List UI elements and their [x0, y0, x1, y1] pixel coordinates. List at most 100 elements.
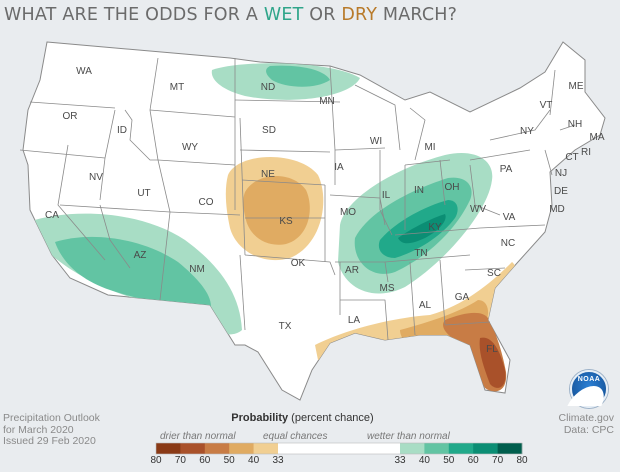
legend-title-rest: (percent chance)	[288, 412, 374, 424]
legend-swatch	[278, 443, 303, 454]
state-label-RI: RI	[581, 147, 591, 158]
state-label-MI: MI	[424, 142, 435, 153]
outlook-info: Precipitation Outlook for March 2020 Iss…	[3, 412, 100, 448]
noaa-logo-text: NOAA	[577, 376, 601, 383]
legend-swatch	[473, 443, 498, 454]
source-credit-line2: Data: CPC	[563, 423, 614, 436]
legend-swatch	[424, 443, 450, 454]
legend-swatch	[375, 443, 401, 454]
legend-swatch	[229, 443, 254, 454]
legend-swatch	[180, 443, 206, 454]
state-label-TX: TX	[279, 321, 292, 332]
state-label-OH: OH	[445, 182, 460, 193]
state-label-OR: OR	[63, 111, 78, 122]
legend-swatch	[204, 443, 230, 454]
us-precipitation-map: WA OR CA NV ID MT WY UT AZ CO NM ND SD N…	[19, 41, 606, 401]
state-label-WV: WV	[470, 204, 486, 215]
map-title: WHAT ARE THE ODDS FOR A WET OR DRY MARCH…	[4, 5, 457, 25]
legend-tick-label: 33	[394, 455, 406, 466]
state-label-NC: NC	[501, 238, 515, 249]
state-label-PA: PA	[500, 164, 513, 175]
title-dry-word: DRY	[341, 5, 378, 25]
legend-tick-label: 70	[174, 455, 186, 466]
state-label-MN: MN	[319, 96, 335, 107]
state-label-ND: ND	[261, 82, 275, 93]
state-label-KY: KY	[428, 222, 442, 233]
legend-swatch	[448, 443, 474, 454]
outlook-info-line3: Issued 29 Feb 2020	[3, 435, 96, 447]
source-credit-line1: Climate.gov	[558, 412, 614, 424]
legend-tick-label: 50	[443, 455, 455, 466]
legend-tick-label: 50	[223, 455, 235, 466]
state-label-NV: NV	[89, 172, 103, 183]
title-prefix: WHAT ARE THE ODDS FOR A	[4, 5, 264, 25]
legend-tick-label: 70	[492, 455, 504, 466]
legend-title: Probability (percent chance)	[130, 412, 475, 424]
state-label-TN: TN	[414, 248, 427, 259]
legend-equal-label: equal chances	[263, 431, 328, 442]
noaa-logo: NOAA	[567, 370, 611, 408]
state-label-DE: DE	[554, 186, 568, 197]
title-suffix: MARCH?	[377, 5, 458, 25]
state-label-MS: MS	[380, 283, 395, 294]
legend-tick-label: 33	[272, 455, 284, 466]
state-label-CO: CO	[199, 197, 214, 208]
legend-tick-label: 80	[150, 455, 162, 466]
state-label-IL: IL	[382, 190, 391, 201]
state-label-MD: MD	[549, 204, 565, 215]
state-label-VT: VT	[540, 100, 553, 111]
state-label-ID: ID	[117, 125, 127, 136]
state-borders	[19, 57, 576, 341]
legend-swatch	[156, 443, 181, 454]
state-label-AZ: AZ	[134, 250, 147, 261]
state-label-FL: FL	[486, 344, 498, 355]
state-label-NY: NY	[520, 126, 534, 137]
state-label-IN: IN	[414, 185, 424, 196]
state-label-OK: OK	[291, 258, 306, 269]
state-label-WI: WI	[370, 136, 382, 147]
dry-region-central-plains	[225, 156, 324, 261]
state-label-NM: NM	[189, 264, 205, 275]
state-label-NH: NH	[568, 119, 582, 130]
state-label-SD: SD	[262, 125, 276, 136]
legend-swatch	[497, 443, 523, 454]
outlook-info-line1: Precipitation Outlook	[3, 412, 100, 424]
legend-tick-label: 80	[516, 455, 528, 466]
legend-tick-label: 40	[248, 455, 260, 466]
source-credit: Climate.gov Data: CPC	[558, 412, 614, 436]
state-label-MO: MO	[340, 207, 356, 218]
state-label-SC: SC	[487, 268, 501, 279]
state-labels: WA OR CA NV ID MT WY UT AZ CO NM ND SD N…	[45, 66, 605, 355]
state-label-VA: VA	[503, 212, 516, 223]
state-label-ME: ME	[569, 81, 584, 92]
legend-swatch	[302, 443, 328, 454]
state-label-WY: WY	[182, 142, 198, 153]
state-label-NJ: NJ	[555, 168, 567, 179]
state-label-LA: LA	[348, 315, 361, 326]
state-label-IA: IA	[334, 162, 344, 173]
state-label-AR: AR	[345, 265, 359, 276]
legend-tick-label: 40	[418, 455, 430, 466]
legend-ticks: 80 70 60 50 40 33 33 40 50 60 70 80	[0, 455, 620, 469]
state-label-CA: CA	[45, 210, 59, 221]
state-label-UT: UT	[137, 188, 150, 199]
legend-swatch	[351, 443, 376, 454]
state-label-KS: KS	[279, 216, 293, 227]
state-label-CT: CT	[565, 152, 578, 163]
legend-drier-label: drier than normal	[160, 431, 236, 442]
state-label-AL: AL	[419, 300, 432, 311]
state-label-NE: NE	[261, 169, 275, 180]
title-wet-word: WET	[263, 5, 304, 25]
state-label-MA: MA	[590, 132, 605, 143]
title-middle: OR	[303, 5, 342, 25]
legend-tick-label: 60	[199, 455, 211, 466]
state-label-WA: WA	[76, 66, 92, 77]
legend-swatch	[400, 443, 425, 454]
wet-region-northern-plains	[211, 63, 360, 100]
state-label-GA: GA	[455, 292, 470, 303]
legend-title-bold: Probability	[231, 412, 289, 424]
outlook-info-line2: for March 2020	[3, 423, 74, 436]
legend-tick-label: 60	[467, 455, 479, 466]
legend-swatch	[253, 443, 279, 454]
state-label-MT: MT	[170, 82, 184, 93]
